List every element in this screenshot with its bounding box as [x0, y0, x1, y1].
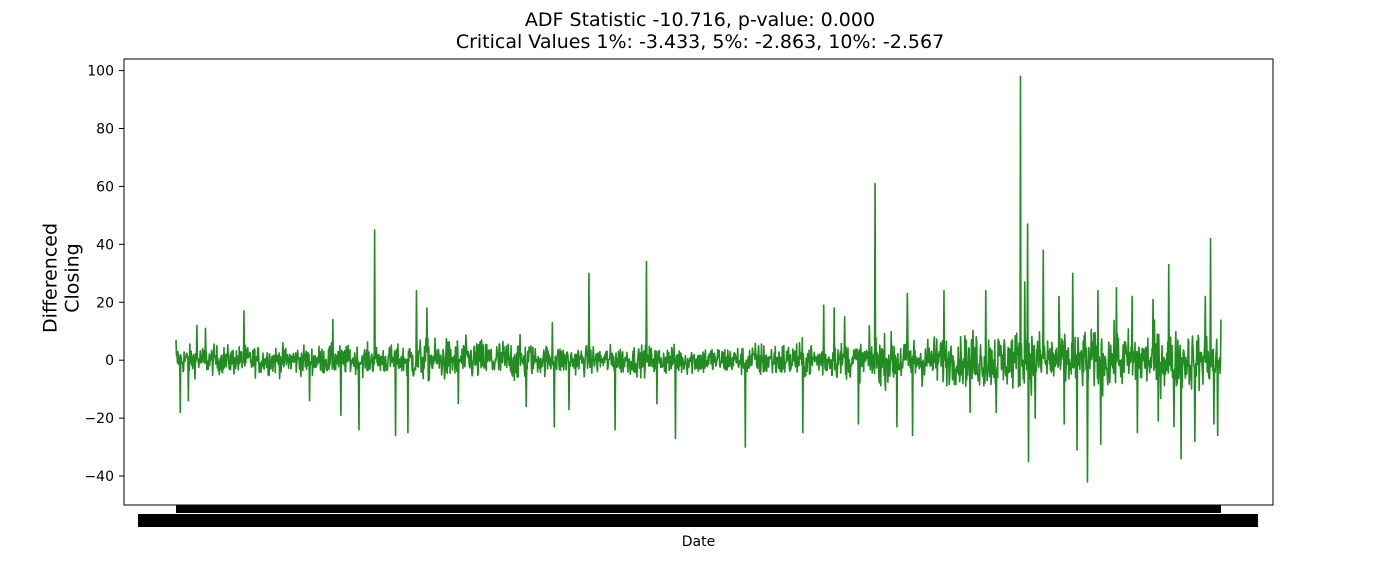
x-axis-label: Date [682, 534, 715, 550]
y-axis-label-line: Closing [62, 243, 84, 312]
y-axis-label: Differenced Closing [40, 223, 84, 333]
differenced-closing-line [175, 75, 1222, 483]
x-axis-tick-labels-band [138, 505, 1258, 527]
y-tick-label: −20 [84, 411, 114, 427]
chart-title-line-1: ADF Statistic -10.716, p-value: 0.000 [524, 9, 876, 31]
y-axis-ticks: −40 −20 0 20 40 60 80 100 [84, 64, 124, 485]
y-tick-label: 40 [96, 237, 114, 253]
y-tick-label: 80 [96, 122, 114, 138]
chart-title-line-2: Critical Values 1%: -3.433, 5%: -2.863, … [455, 31, 945, 53]
y-tick-label: 60 [96, 179, 114, 195]
x-tick-labels-overlap [138, 514, 1258, 527]
series-line-group [175, 75, 1222, 483]
y-axis-label-line: Differenced [40, 223, 62, 333]
y-tick-label: −40 [84, 469, 114, 485]
x-tick-marks-band [176, 505, 1221, 513]
plot-frame [123, 58, 1274, 506]
y-tick-label: 20 [96, 295, 114, 311]
y-tick-label: 0 [105, 353, 114, 369]
y-tick-label: 100 [87, 64, 114, 80]
